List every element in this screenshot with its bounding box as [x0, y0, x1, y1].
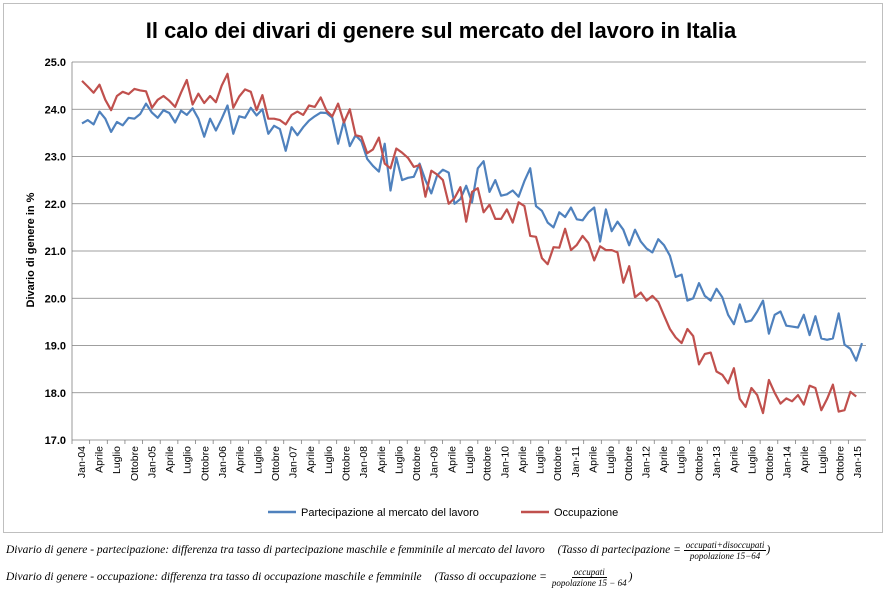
x-tick-label: Jan-07 — [288, 446, 300, 478]
x-tick-label: Aprile — [235, 446, 247, 473]
series-line-partecipazione — [81, 102, 864, 362]
x-tick-label: Ottobre — [270, 446, 282, 481]
x-tick-label: Aprile — [517, 446, 529, 473]
note-partecipazione-text: Divario di genere - partecipazione: diff… — [6, 544, 545, 557]
x-tick-label: Jan-08 — [358, 446, 370, 478]
formula-occupazione-denominator: popolazione 15 − 64 — [551, 578, 627, 588]
x-tick-label: Ottobre — [693, 446, 705, 481]
x-tick-label: Ottobre — [764, 446, 776, 481]
note-partecipazione: Divario di genere - partecipazione: diff… — [6, 540, 770, 561]
x-tick-label: Aprile — [799, 446, 811, 473]
y-tick-label: 22.0 — [45, 199, 66, 211]
y-axis-ticks: 17.0 18.0 19.0 20.0 21.0 22.0 23.0 24.0 25.0 — [45, 57, 66, 447]
formula-partecipazione: (Tasso di partecipazione = occupati+diso… — [557, 540, 771, 561]
note-occupazione: Divario di genere - occupazione: differe… — [6, 567, 632, 588]
y-tick-label: 25.0 — [45, 57, 66, 69]
x-tick-label: Aprile — [93, 446, 105, 473]
x-tick-label: Jan-10 — [499, 446, 511, 478]
x-tick-label: Luglio — [252, 446, 264, 474]
x-tick-label: Jan-06 — [217, 446, 229, 478]
legend-label: Occupazione — [554, 507, 618, 519]
x-tick-label: Ottobre — [552, 446, 564, 481]
y-tick-label: 23.0 — [45, 152, 66, 164]
y-tick-label: 18.0 — [45, 388, 66, 400]
y-tick-label: 20.0 — [45, 293, 66, 305]
x-tick-label: Jan-12 — [640, 446, 652, 478]
x-tick-label: Aprile — [729, 446, 741, 473]
x-tick-label: Aprile — [658, 446, 670, 473]
y-tick-label: 17.0 — [45, 435, 66, 447]
x-tick-label: Luglio — [746, 446, 758, 474]
chart: Il calo dei divari di genere sul mercato… — [25, 18, 866, 519]
chart-title: Il calo dei divari di genere sul mercato… — [146, 18, 737, 43]
x-tick-label: Luglio — [393, 446, 405, 474]
formula-occupazione-lhs: (Tasso di occupazione = — [434, 571, 547, 584]
x-tick-label: Luglio — [111, 446, 123, 474]
x-tick-label: Luglio — [182, 446, 194, 474]
x-tick-label: Ottobre — [129, 446, 141, 481]
legend-label: Partecipazione al mercato del lavoro — [301, 507, 479, 519]
x-tick-label: Ottobre — [340, 446, 352, 481]
x-tick-label: Jan-11 — [570, 446, 582, 477]
formula-partecipazione-lhs: (Tasso di partecipazione = — [557, 544, 681, 557]
x-tick-label: Aprile — [376, 446, 388, 473]
x-tick-label: Aprile — [164, 446, 176, 473]
formula-occupazione: (Tasso di occupazione = occupati popolaz… — [434, 567, 633, 588]
x-tick-label: Luglio — [817, 446, 829, 474]
y-tick-label: 21.0 — [45, 246, 66, 258]
x-tick-label: Jan-04 — [76, 446, 88, 478]
x-tick-label: Jan-13 — [711, 446, 723, 478]
chart-frame — [3, 3, 883, 533]
note-occupazione-text: Divario di genere - occupazione: differe… — [6, 571, 422, 584]
formula-occupazione-numerator: occupati — [571, 567, 607, 578]
x-tick-label: Jan-15 — [852, 446, 864, 478]
x-tick-label: Luglio — [605, 446, 617, 474]
x-axis-ticks: Jan-04 Aprile Luglio Ottobre Jan-05 Aprile Lug… — [71, 440, 864, 481]
x-tick-label: Luglio — [676, 446, 688, 474]
x-tick-label: Aprile — [446, 446, 458, 473]
y-tick-label: 24.0 — [45, 104, 66, 116]
x-tick-label: Ottobre — [835, 446, 847, 481]
grid-lines — [71, 61, 866, 441]
series-lines — [81, 72, 864, 415]
x-tick-label: Luglio — [535, 446, 547, 474]
x-tick-label: Ottobre — [199, 446, 211, 481]
series-line-occupazione — [81, 72, 857, 415]
x-tick-label: Ottobre — [623, 446, 635, 481]
legend: Partecipazione al mercato del lavoro Occu… — [268, 507, 618, 519]
formula-partecipazione-numerator: occupati+disoccupati — [683, 540, 767, 551]
formula-occupazione-fraction: occupati popolazione 15 − 64 — [550, 567, 629, 588]
y-tick-label: 19.0 — [45, 341, 66, 353]
x-tick-label: Aprile — [588, 446, 600, 473]
x-tick-label: Luglio — [464, 446, 476, 474]
formula-partecipazione-denominator: popolazione 15−64 — [689, 551, 761, 561]
x-tick-label: Ottobre — [411, 446, 423, 481]
x-tick-label: Luglio — [323, 446, 335, 474]
y-axis-label: Divario di genere in % — [25, 192, 37, 307]
x-tick-label: Aprile — [305, 446, 317, 473]
x-tick-label: Jan-14 — [782, 446, 794, 478]
x-tick-label: Jan-05 — [146, 446, 158, 478]
x-tick-label: Ottobre — [482, 446, 494, 481]
x-tick-label: Jan-09 — [429, 446, 441, 478]
formula-partecipazione-fraction: occupati+disoccupati popolazione 15−64 — [683, 540, 767, 561]
